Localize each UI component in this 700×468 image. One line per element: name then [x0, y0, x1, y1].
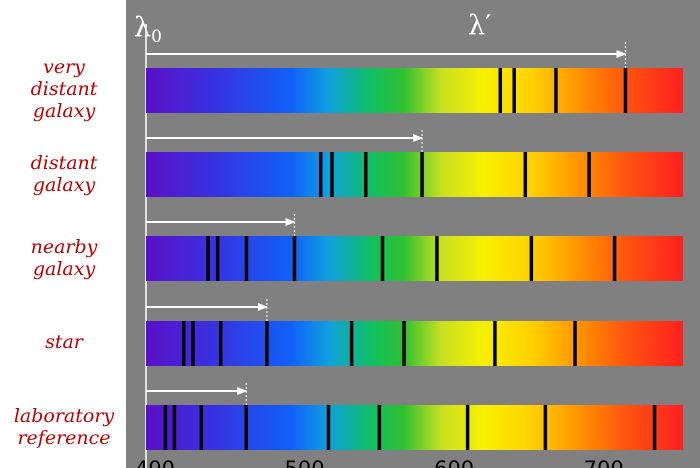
row-labels: very distant galaxy distant galaxy nearby gala…	[0, 0, 126, 468]
axis-tick-label: 600	[434, 457, 474, 468]
lambda-prime-symbol: λ′	[468, 10, 491, 41]
axis-tick-label: 500	[285, 457, 325, 468]
row-label-line: galaxy	[32, 258, 96, 280]
spectrum-bar	[146, 152, 683, 197]
row-label: laboratory reference	[0, 405, 128, 449]
row-label-line: reference	[17, 427, 111, 449]
row-label-line: galaxy	[32, 100, 96, 122]
row-label-line: laboratory	[13, 405, 115, 427]
axis-tick-label: 700	[584, 457, 624, 468]
row-label-line: distant	[30, 78, 98, 100]
spectrum-bar	[146, 68, 683, 113]
row-label-line: nearby	[30, 236, 98, 258]
row-label-line: galaxy	[32, 174, 96, 196]
spectrum-row	[146, 214, 683, 281]
row-label: nearby galaxy	[0, 236, 128, 280]
row-label: very distant galaxy	[0, 56, 128, 122]
spectrum-row	[146, 130, 683, 197]
row-label: distant galaxy	[0, 152, 128, 196]
spectrum-row	[146, 383, 683, 450]
axis-tick-label: 400	[135, 457, 175, 468]
lambda0-symbol: λ0	[134, 12, 162, 47]
row-label-line: star	[45, 331, 83, 353]
spectrum-bar	[146, 405, 683, 450]
row-label-line: distant	[30, 152, 98, 174]
spectra-diagram: λ0 λ′ 400 500 600 700	[126, 0, 700, 468]
row-label: star	[0, 331, 128, 353]
spectrum-row	[146, 42, 683, 113]
spectrum-bar	[146, 321, 683, 366]
row-label-line: very	[43, 56, 85, 78]
spectrum-bar	[146, 236, 683, 281]
spectrum-row	[146, 299, 683, 366]
